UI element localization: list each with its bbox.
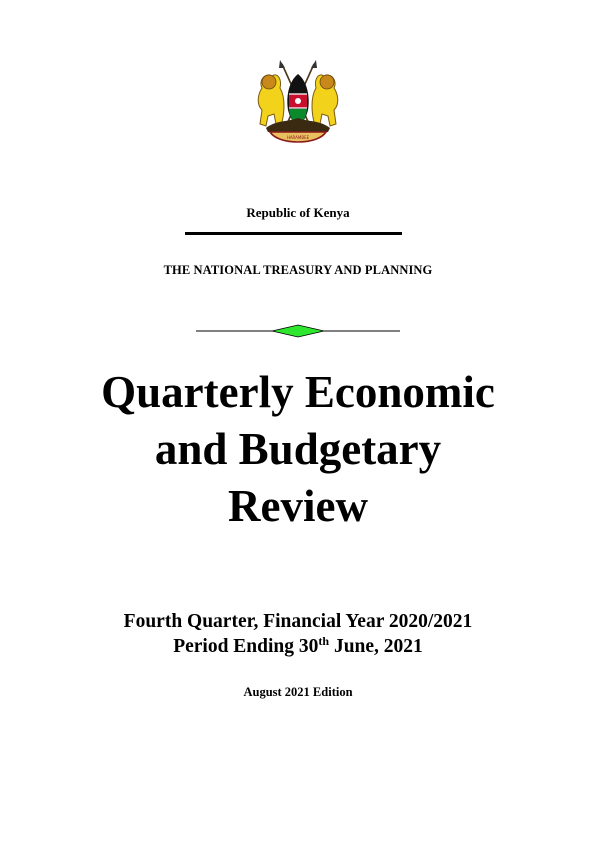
emblem-motto: HARAMBEE [287,135,310,140]
coat-of-arms-emblem: HARAMBEE [257,60,339,143]
republic-label: Republic of Kenya [246,205,350,220]
period-superscript: th [318,634,330,648]
title-line-2: and Budgetary [154,424,442,474]
title-line-3: Review [228,481,368,531]
document-title: Quarterly Economic and Budgetary Review [0,364,596,535]
period-suffix: June, 2021 [329,636,423,657]
subtitle-quarter: Fourth Quarter, Financial Year 2020/2021 [123,611,473,632]
title-line-1: Quarterly Economic [101,367,495,417]
edition-label: August 2021 Edition [243,685,353,699]
subtitle-period: Period Ending 30th June, 2021 [0,634,596,660]
ministry-name: THE NATIONAL TREASURY AND PLANNING [163,263,433,277]
diamond-divider [196,324,400,338]
header-rule [185,232,402,235]
period-prefix: Period Ending 30 [173,636,319,657]
